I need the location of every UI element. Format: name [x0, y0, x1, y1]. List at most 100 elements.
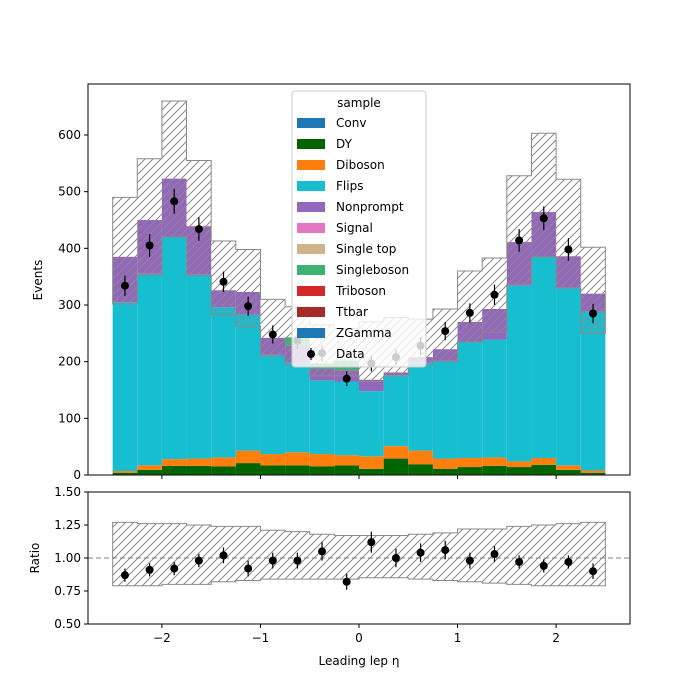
bar-flips [211, 307, 236, 458]
data-point [342, 374, 351, 383]
bar-dy [112, 472, 138, 475]
bar-diboson [235, 450, 261, 464]
bar-diboson [432, 458, 458, 469]
legend: sample Conv DY Diboson Flips Nonprompt Signal… [291, 90, 427, 368]
legend-label-conv: Conv [336, 116, 366, 130]
bar-dy [506, 467, 532, 475]
bar-dy [235, 463, 261, 475]
bar-dy [309, 466, 335, 475]
ratio-point [293, 556, 302, 565]
ratio-point [465, 556, 474, 565]
legend-label-triboson: Triboson [335, 284, 386, 298]
bar-diboson [137, 465, 162, 470]
main-x-axis [161, 475, 557, 479]
legend-swatch-signal [297, 223, 325, 233]
bar-diboson [580, 470, 606, 473]
main-y-axis: 0 100 200 300 400 500 600 [58, 128, 88, 482]
legend-swatch-conv [297, 118, 325, 128]
legend-swatch-flips [297, 181, 325, 191]
legend-title: sample [337, 96, 381, 110]
ratio-point [219, 551, 228, 560]
bar-dy [359, 468, 384, 475]
y-tick-label: 400 [58, 241, 81, 255]
bar-dy [186, 465, 212, 475]
bar-dy [137, 469, 162, 475]
bar-nonprompt [359, 379, 384, 392]
x-tick-label: −1 [252, 631, 270, 645]
bar-flips [309, 380, 335, 455]
ratio-y-tick-label: 0.75 [54, 584, 81, 598]
bar-diboson [383, 446, 409, 459]
bar-flips [186, 274, 212, 459]
legend-label-single-top: Single top [336, 242, 396, 256]
ratio-point [515, 557, 524, 566]
bar-dy [334, 465, 359, 475]
y-tick-label: 500 [58, 185, 81, 199]
bar-dy [211, 466, 236, 475]
data-point [564, 245, 573, 254]
bar-diboson [112, 471, 138, 473]
legend-label-signal: Signal [336, 221, 373, 235]
bar-dy [556, 469, 581, 475]
bar-dy [408, 464, 433, 475]
bar-flips [432, 360, 458, 459]
bar-flips [137, 273, 162, 466]
data-point [244, 302, 253, 311]
ratio-point [367, 538, 376, 547]
ratio-point [318, 547, 327, 556]
bar-diboson [482, 457, 507, 466]
y-tick-label: 100 [58, 411, 81, 425]
data-point [268, 330, 277, 339]
legend-swatch-triboson [297, 286, 325, 296]
bar-dy [383, 458, 409, 475]
bar-diboson [408, 450, 433, 465]
bar-flips [383, 375, 409, 447]
ratio-y-axis: 0.50 0.75 1.00 1.25 1.50 [54, 485, 88, 631]
x-axis-label: Leading lep η [319, 654, 400, 668]
ratio-y-tick-label: 1.00 [54, 551, 81, 565]
ratio-y-tick-label: 1.50 [54, 485, 81, 499]
bar-diboson [506, 461, 532, 468]
ratio-panel: 0.50 0.75 1.00 1.25 1.50 −2 −1 0 1 2 Ratio Leadi… [28, 485, 631, 668]
legend-label-ttbar: Ttbar [335, 305, 368, 319]
bar-diboson [161, 459, 187, 466]
ratio-point [268, 556, 277, 565]
legend-swatch-diboson [297, 160, 325, 170]
main-y-axis-label: Events [31, 260, 45, 301]
legend-swatch-singleboson [297, 265, 325, 275]
ratio-point [441, 546, 450, 555]
bar-diboson [457, 458, 483, 468]
legend-label-diboson: Diboson [336, 158, 385, 172]
legend-label-flips: Flips [336, 179, 363, 193]
ratio-plot-area [88, 521, 630, 590]
legend-entries: Conv DY Diboson Flips Nonprompt Signal Single … [297, 116, 409, 361]
legend-label-dy: DY [336, 137, 353, 151]
ratio-point [244, 564, 253, 573]
bar-flips [112, 302, 138, 472]
y-tick-label: 0 [73, 468, 81, 482]
y-tick-label: 300 [58, 298, 81, 312]
data-point [170, 197, 179, 206]
bar-flips [285, 362, 310, 453]
legend-label-data: Data [336, 347, 365, 361]
bar-diboson [556, 465, 581, 470]
x-tick-label: 0 [355, 631, 363, 645]
y-tick-label: 200 [58, 355, 81, 369]
main-plot-area [112, 100, 606, 475]
bar-flips [359, 391, 384, 457]
legend-label-singleboson: Singleboson [336, 263, 409, 277]
data-point [465, 308, 474, 317]
ratio-point [490, 550, 499, 559]
ratio-y-axis-label: Ratio [28, 543, 42, 574]
ratio-y-tick-label: 0.50 [54, 617, 81, 631]
bar-diboson [285, 452, 310, 466]
bar-dy [531, 464, 557, 475]
data-point [194, 225, 203, 234]
x-tick-label: 1 [454, 631, 462, 645]
legend-label-nonprompt: Nonprompt [336, 200, 404, 214]
bar-dy [482, 465, 507, 475]
bar-diboson [531, 458, 557, 465]
ratio-x-axis: −2 −1 0 1 2 [153, 624, 560, 645]
bar-dy [285, 465, 310, 475]
